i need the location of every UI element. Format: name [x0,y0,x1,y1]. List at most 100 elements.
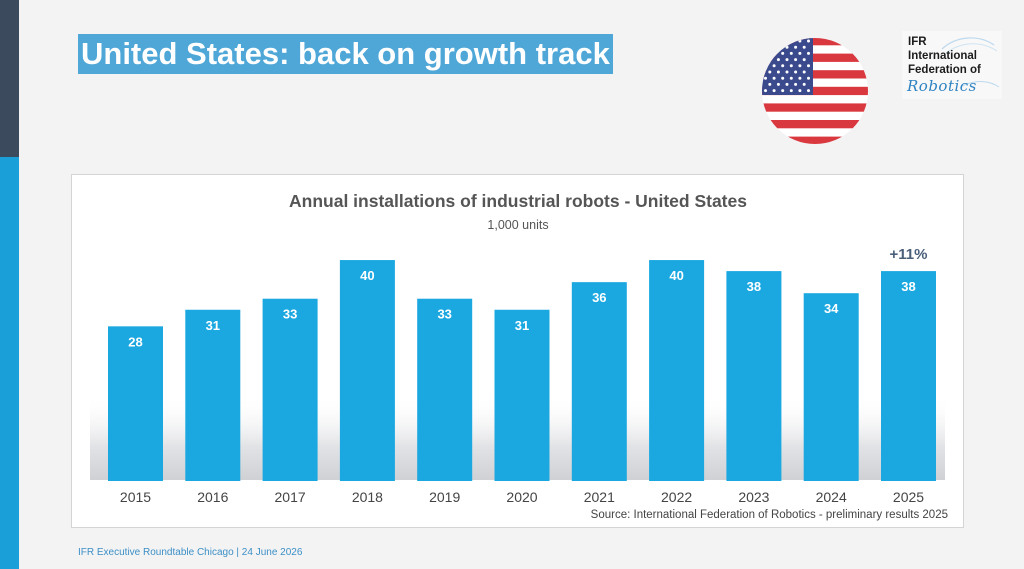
flag-star [789,64,793,68]
data-label-2023: 38 [747,279,761,294]
slide-title: United States: back on growth track [78,34,613,74]
flag-star [776,45,780,49]
flag-star [768,70,772,74]
x-tick-label-2021: 2021 [584,489,615,505]
flag-star [798,89,802,93]
sidebar-accent-dark [0,0,19,157]
flag-star [798,64,802,68]
flag-star [789,89,793,93]
flag-star [772,39,776,43]
flag-star [802,45,806,49]
x-tick-label-2020: 2020 [506,489,537,505]
flag-star [781,39,785,43]
flag-star [789,39,793,43]
bar-2022 [649,260,705,481]
flag-star [781,51,785,55]
flag-star [807,39,810,43]
bar-2015 [108,326,163,481]
x-tick-label-2015: 2015 [120,489,151,505]
logo-text-federation: Federation of [908,64,981,76]
flag-star [781,89,785,93]
chart-title: Annual installations of industrial robot… [289,191,747,211]
x-tick-label-2024: 2024 [816,489,847,505]
footer-text: IFR Executive Roundtable Chicago | 24 Ju… [78,547,303,558]
flag-star [794,58,798,62]
flag-star [781,64,785,68]
flag-star [789,76,793,80]
data-label-2015: 28 [128,334,142,349]
flag-star [768,45,772,49]
flag-star [798,76,802,80]
logo-text-ifr: IFR [908,36,927,48]
bar-2021 [571,282,627,481]
x-tick-label-2017: 2017 [275,489,306,505]
flag-star [785,58,789,62]
bar-2020 [494,309,550,481]
flag-star [764,51,767,55]
ifr-logo: IFR International Federation of Robotics [902,31,1002,99]
x-tick-label-2018: 2018 [352,489,383,505]
flag-star [807,51,810,55]
flag-star [794,45,798,49]
flag-star [802,70,806,74]
bar-2018 [339,260,395,481]
flag-star [807,64,810,68]
flag-star [794,70,798,74]
flag-star [802,82,806,86]
data-label-2019: 33 [437,307,451,322]
bar-chart: Annual installations of industrial robot… [90,191,948,521]
flag-star [785,45,789,49]
flag-star [807,76,810,80]
logo-text-international: International [908,50,978,62]
flag-star [789,51,793,55]
flag-star [776,70,780,74]
flag-star [794,82,798,86]
x-tick-label-2022: 2022 [661,489,692,505]
flag-star [764,39,767,43]
bar-2025 [881,271,936,481]
flag-star [772,51,776,55]
flag-star [764,76,767,80]
flag-star [781,76,785,80]
data-label-2017: 33 [283,307,297,322]
x-tick-label-2019: 2019 [429,489,460,505]
x-tick-label-2023: 2023 [738,489,769,505]
logo-text-robotics: Robotics [907,77,977,95]
data-label-2021: 36 [592,290,606,305]
flag-star [768,82,772,86]
x-tick-label-2016: 2016 [197,489,228,505]
data-label-2016: 31 [206,318,220,333]
data-label-2020: 31 [515,318,529,333]
flag-star [798,51,802,55]
flag-star [807,89,810,93]
flag-star [798,39,802,43]
flag-star [785,70,789,74]
data-label-2022: 40 [669,268,683,283]
flag-star [764,89,767,93]
flag-star [785,82,789,86]
x-tick-label-2025: 2025 [893,489,924,505]
data-label-2024: 34 [824,301,839,316]
flag-star [772,76,776,80]
bar-2024 [803,293,859,481]
flag-star [772,89,776,93]
bar-2023 [726,271,782,481]
sidebar-accent-blue [0,157,19,569]
data-label-2018: 40 [360,268,374,283]
bar-2019 [417,298,473,481]
bar-2017 [262,298,318,481]
flag-star [776,82,780,86]
chart-subtitle: 1,000 units [487,218,548,232]
usa-flag-icon [762,38,868,144]
flag-star [764,64,767,68]
chart-source: Source: International Federation of Robo… [591,509,948,521]
logo-swirl-icon [941,37,1000,88]
chart-panel: Annual installations of industrial robot… [71,174,964,528]
flag-star [768,58,772,62]
bar-2016 [185,309,241,481]
growth-annotation: +11% [890,246,928,263]
flag-star [776,58,780,62]
data-label-2025: 38 [901,279,915,294]
flag-star [772,64,776,68]
flag-star [802,58,806,62]
